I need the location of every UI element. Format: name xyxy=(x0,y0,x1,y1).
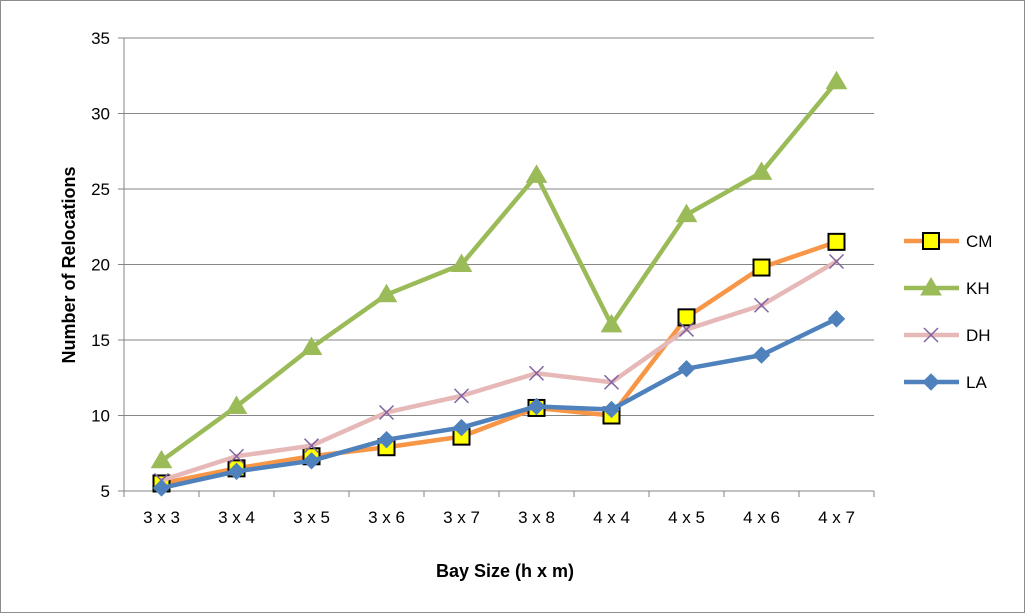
x-tick-label: 4 x 7 xyxy=(818,508,855,527)
legend-item-dh: DH xyxy=(904,326,991,345)
y-axis-tick-labels: 5 10 15 20 25 30 35 xyxy=(91,29,110,501)
data-point-kh xyxy=(750,161,773,180)
data-point-dh xyxy=(678,321,695,337)
data-point-kh xyxy=(525,164,548,183)
data-point-cm xyxy=(752,258,771,277)
legend-marker-kh xyxy=(920,277,942,296)
legend-marker-la xyxy=(922,373,940,391)
data-point-dh xyxy=(753,297,770,313)
y-tick-label: 5 xyxy=(101,482,110,501)
x-axis: 3 x 3 3 x 4 3 x 5 3 x 6 3 x 7 3 x 8 4 x 4 4 x 5… xyxy=(123,38,875,527)
series-line-la xyxy=(159,316,839,491)
data-point-kh xyxy=(300,336,323,356)
legend-item-kh: KH xyxy=(904,277,990,298)
x-tick-label: 3 x 5 xyxy=(293,508,330,527)
data-point-la xyxy=(302,452,321,470)
legend-label: LA xyxy=(966,373,987,392)
series-line-cm xyxy=(159,239,839,486)
data-point-kh xyxy=(675,203,698,223)
data-point-la xyxy=(377,430,396,449)
series-la xyxy=(152,310,846,497)
data-point-dh xyxy=(603,374,620,390)
y-tick-label: 15 xyxy=(91,331,110,350)
y-tick-label: 20 xyxy=(91,256,110,275)
data-point-kh xyxy=(450,253,473,272)
data-point-kh xyxy=(600,313,623,333)
data-point-la xyxy=(527,397,546,416)
data-point-dh xyxy=(378,404,395,421)
data-point-kh xyxy=(825,70,848,90)
data-point-kh xyxy=(225,395,248,414)
x-tick-label: 4 x 4 xyxy=(593,508,630,527)
data-point-dh xyxy=(828,253,845,270)
data-point-dh xyxy=(453,388,470,404)
x-tick-label: 4 x 5 xyxy=(668,508,705,527)
data-point-la xyxy=(677,359,696,378)
x-axis-title: Bay Size (h x m) xyxy=(436,561,574,581)
data-point-la xyxy=(452,418,471,437)
legend: CM KH DH LA xyxy=(904,232,992,392)
legend-item-cm: CM xyxy=(904,232,992,251)
data-point-cm xyxy=(827,232,846,251)
legend-label: CM xyxy=(966,232,992,251)
x-tick-label: 3 x 3 xyxy=(143,508,180,527)
y-tick-label: 30 xyxy=(91,105,110,124)
data-point-la xyxy=(752,346,771,364)
series-kh xyxy=(150,70,848,469)
data-point-la xyxy=(227,462,246,481)
legend-marker-dh xyxy=(923,327,939,343)
data-point-la xyxy=(602,400,621,419)
series-line-kh xyxy=(159,79,839,464)
data-point-dh xyxy=(528,365,545,381)
data-point-cm xyxy=(677,308,696,327)
y-tick-label: 35 xyxy=(91,29,110,48)
series-line-dh xyxy=(159,259,839,483)
data-point-dh xyxy=(303,438,320,454)
gridlines xyxy=(118,37,874,492)
series-layer xyxy=(150,70,848,497)
x-tick-label: 3 x 8 xyxy=(518,508,555,527)
x-tick-label: 3 x 7 xyxy=(443,508,480,527)
y-axis-title: Number of Relocations xyxy=(59,166,79,363)
x-tick-label: 3 x 6 xyxy=(368,508,405,527)
data-point-kh xyxy=(375,283,398,303)
y-tick-label: 10 xyxy=(91,407,110,426)
data-point-la xyxy=(827,310,846,328)
data-point-la xyxy=(152,479,171,497)
y-tick-label: 25 xyxy=(91,180,110,199)
data-point-dh xyxy=(228,448,245,464)
legend-marker-cm xyxy=(922,232,940,250)
legend-label: KH xyxy=(966,279,990,298)
x-tick-label: 4 x 6 xyxy=(743,508,780,527)
legend-label: DH xyxy=(966,326,991,345)
legend-item-la: LA xyxy=(904,373,987,392)
data-point-kh xyxy=(150,449,173,469)
x-tick-label: 3 x 4 xyxy=(218,508,255,527)
series-dh xyxy=(153,253,845,488)
